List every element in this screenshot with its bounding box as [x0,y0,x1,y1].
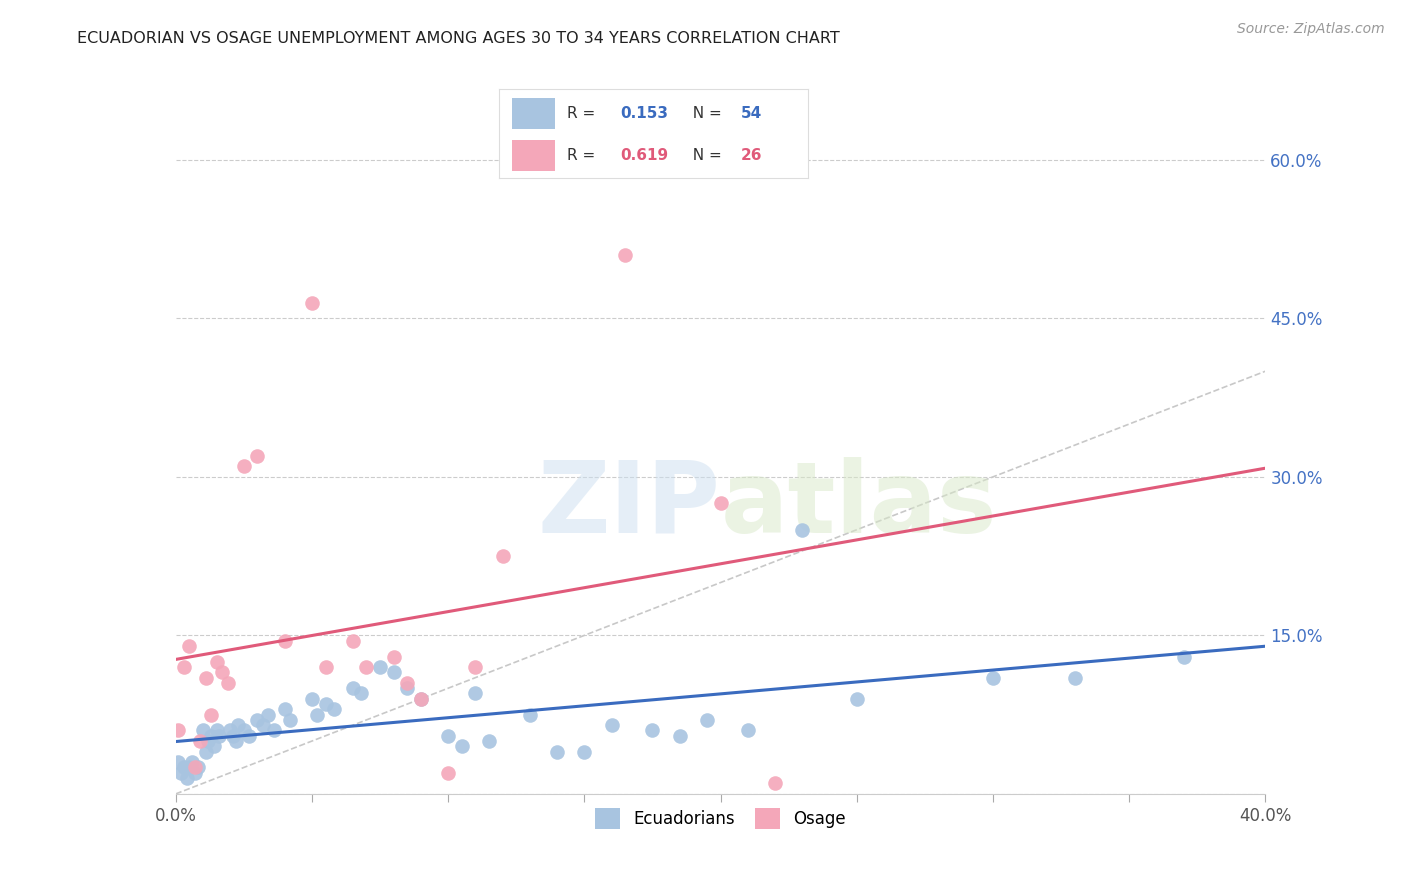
Point [668,729,690,743]
Point [1173,649,1195,664]
Point [219,723,242,738]
Text: 26: 26 [741,148,762,163]
Point [492,549,515,563]
Point [763,776,786,790]
Point [205,723,228,738]
Point [274,633,297,648]
Point [464,660,486,674]
Point [179,760,201,774]
Point [437,729,460,743]
Text: R =: R = [567,106,600,121]
Point [396,676,419,690]
Point [184,765,207,780]
Point [225,734,247,748]
Point [197,734,219,748]
Point [263,723,285,738]
Point [356,660,378,674]
Point [315,697,337,711]
Text: atlas: atlas [721,457,997,554]
Point [252,718,274,732]
Point [464,686,486,700]
Point [232,723,254,738]
Point [208,729,231,743]
Point [450,739,472,754]
Point [181,755,204,769]
Point [232,459,254,474]
Point [194,671,217,685]
Point [238,729,260,743]
Point [307,707,329,722]
Point [228,718,250,732]
Point [170,765,193,780]
Point [737,723,759,738]
Point [409,691,432,706]
Text: 0.619: 0.619 [620,148,668,163]
Point [981,671,1004,685]
Point [1063,671,1085,685]
Text: Source: ZipAtlas.com: Source: ZipAtlas.com [1237,22,1385,37]
Point [278,713,301,727]
Point [176,771,198,785]
Point [173,660,195,674]
Point [246,713,269,727]
Text: ECUADORIAN VS OSAGE UNEMPLOYMENT AMONG AGES 30 TO 34 YEARS CORRELATION CHART: ECUADORIAN VS OSAGE UNEMPLOYMENT AMONG A… [77,31,839,46]
Point [546,745,568,759]
Text: 54: 54 [741,106,762,121]
Point [191,723,214,738]
Point [350,686,373,700]
Point [301,691,323,706]
Point [274,702,297,716]
Text: R =: R = [567,148,600,163]
Point [184,760,207,774]
Point [211,665,233,680]
Point [167,723,190,738]
FancyBboxPatch shape [512,140,555,171]
Point [614,248,637,262]
Text: 0.153: 0.153 [620,106,668,121]
Point [792,523,814,537]
Point [173,760,195,774]
Point [200,729,222,743]
Text: N =: N = [683,106,727,121]
Point [519,707,541,722]
Point [205,655,228,669]
Point [342,681,364,696]
Point [845,691,868,706]
Point [396,681,419,696]
Point [710,496,733,510]
Point [186,760,209,774]
Point [315,660,337,674]
FancyBboxPatch shape [512,98,555,129]
Point [179,639,201,653]
Point [409,691,432,706]
Point [574,745,596,759]
Point [217,676,239,690]
Text: N =: N = [683,148,727,163]
Point [257,707,280,722]
Point [194,745,217,759]
Point [437,765,460,780]
Point [246,449,269,463]
Point [188,734,211,748]
Text: ZIP: ZIP [537,457,721,554]
Point [322,702,344,716]
Point [641,723,664,738]
Point [200,707,222,722]
Point [600,718,623,732]
Point [382,649,405,664]
Point [167,755,190,769]
Point [382,665,405,680]
Point [202,739,225,754]
Legend: Ecuadorians, Osage: Ecuadorians, Osage [586,800,855,837]
Point [478,734,501,748]
Point [301,295,323,310]
Point [368,660,391,674]
Point [342,633,364,648]
Point [222,729,245,743]
Point [696,713,718,727]
